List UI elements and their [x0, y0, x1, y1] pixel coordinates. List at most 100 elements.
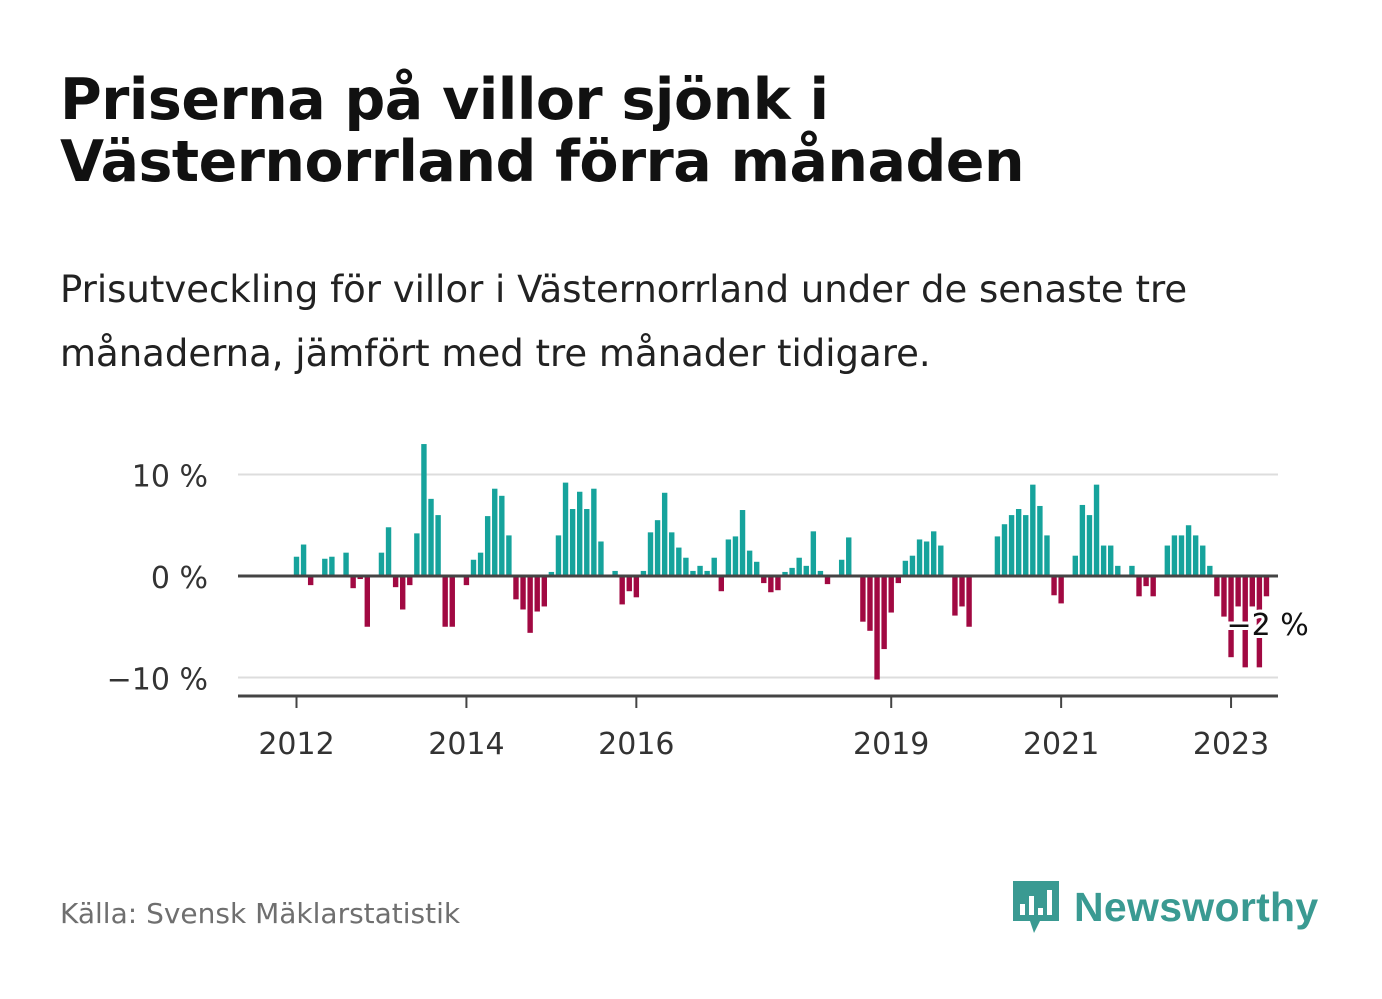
bar: [739, 510, 746, 576]
bar: [938, 545, 944, 576]
bar-series: [293, 444, 1270, 680]
bar: [414, 533, 420, 576]
bar: [343, 552, 349, 576]
bar: [1242, 576, 1248, 668]
bar: [1200, 545, 1206, 576]
bar: [746, 550, 753, 577]
bar: [640, 570, 647, 576]
bar: [1192, 535, 1199, 576]
bar: [378, 552, 385, 576]
bar: [506, 535, 512, 576]
bar: [619, 576, 625, 605]
bar: [428, 498, 434, 576]
bar: [633, 576, 640, 598]
bar: [1228, 576, 1234, 658]
bar: [1249, 576, 1255, 607]
bar: [577, 491, 583, 576]
x-tick-label: 2012: [258, 727, 334, 762]
bar: [1129, 565, 1135, 576]
bar: [1001, 524, 1008, 576]
bar: [789, 567, 795, 576]
bar: [470, 559, 477, 576]
bar: [1030, 484, 1036, 576]
x-tick-label: 2021: [1023, 727, 1099, 762]
tick-labels: 10 % 0 % −10 % 2012 2014 2016 2019 2021 2023 −2 %: [107, 460, 1312, 763]
bar: [442, 576, 448, 627]
bar: [307, 576, 314, 586]
bar: [555, 535, 562, 576]
bar: [1235, 576, 1241, 607]
newsworthy-logo-icon: [1013, 881, 1059, 933]
bar: [860, 576, 866, 622]
bar: [484, 516, 491, 576]
bar: [902, 560, 909, 576]
y-tick-label: −10 %: [107, 663, 208, 698]
bar: [527, 576, 533, 633]
bar: [548, 571, 555, 576]
bar: [385, 527, 392, 576]
bar: [931, 531, 937, 576]
newsworthy-logo: Newsworthy: [1010, 878, 1319, 936]
bar: [562, 482, 569, 576]
bar: [1143, 576, 1149, 587]
bar: [683, 557, 689, 576]
source-note: Källa: Svensk Mäklarstatistik: [60, 897, 461, 930]
bar: [1115, 565, 1121, 576]
bar: [322, 558, 328, 576]
bar: [1214, 576, 1220, 597]
x-tick-label: 2023: [1193, 727, 1269, 762]
bar: [300, 544, 307, 576]
bar: [1079, 504, 1086, 576]
bar: [1037, 505, 1043, 576]
bar: [952, 576, 958, 616]
bar: [661, 492, 668, 576]
bar: [449, 576, 455, 627]
bar: [1178, 535, 1185, 576]
bar: [881, 576, 887, 650]
bar: [534, 576, 540, 612]
bar: [704, 570, 710, 576]
bar: [867, 576, 873, 631]
bar: [888, 576, 894, 613]
bar: [492, 488, 498, 576]
bar: [1015, 509, 1022, 576]
bar: [612, 570, 618, 576]
bar: [400, 576, 406, 610]
bar: [598, 541, 604, 576]
bar: [1256, 576, 1263, 668]
bar: [357, 576, 363, 580]
chart-title: Priserna på villor sjönk i Västernorrlan…: [60, 67, 1025, 195]
bar: [1185, 525, 1192, 576]
bar: [690, 570, 696, 576]
bar: [477, 552, 484, 576]
x-tick-label: 2014: [428, 727, 504, 762]
y-tick-label: 0 %: [151, 561, 208, 596]
bar: [513, 576, 519, 600]
bar: [676, 547, 682, 576]
bar: [966, 576, 972, 627]
x-tick-label: 2016: [598, 727, 674, 762]
bar: [725, 539, 732, 576]
bar: [520, 576, 526, 610]
bar: [1044, 535, 1050, 576]
bar: [916, 539, 923, 576]
bar: [1058, 576, 1064, 604]
bar: [329, 556, 335, 576]
bar: [824, 576, 831, 585]
bar: [895, 576, 901, 584]
bar: [1136, 576, 1142, 597]
bar: [584, 509, 590, 576]
bar: [392, 576, 399, 588]
bar: [718, 576, 724, 592]
bar: [499, 495, 505, 576]
bar: [541, 576, 547, 607]
bar: [407, 576, 413, 586]
bar: [923, 541, 930, 576]
bar: [421, 444, 427, 576]
bar: [796, 557, 802, 576]
bar: [994, 536, 1001, 576]
bar: [591, 488, 597, 576]
bar: [874, 576, 880, 680]
bar: [350, 576, 356, 589]
bar: [768, 576, 774, 593]
